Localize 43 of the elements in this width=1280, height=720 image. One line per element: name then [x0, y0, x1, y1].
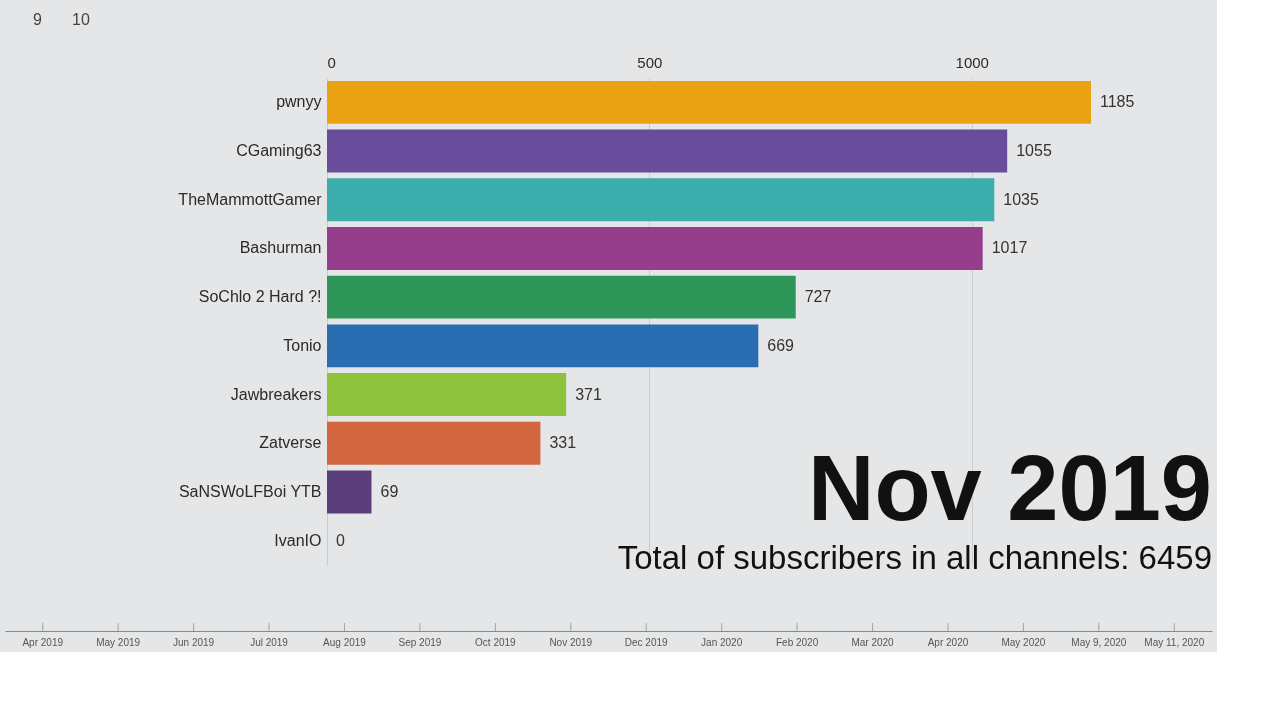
data-label: 1185 [1100, 93, 1135, 111]
y-tick-label: Jawbreakers [230, 385, 322, 403]
y-tick-label: SoChlo 2 Hard ?! [198, 288, 322, 306]
y-tick-label: CGaming63 [236, 142, 322, 160]
data-label: 1017 [991, 239, 1028, 257]
y-tick-label: Zatverse [259, 434, 322, 452]
y-tick-label: SaNSWoLFBoi YTB [178, 482, 322, 500]
text: 9 [33, 11, 42, 28]
text: 10 [72, 11, 90, 28]
y-tick-label: Tonio [283, 336, 322, 354]
category-label: Dec 2019 [624, 636, 669, 648]
category-label: Nov 2019 [549, 636, 593, 648]
y-tick-label: IvanIO [274, 531, 322, 549]
text: Nov 2019 [807, 437, 1212, 539]
category-label: Apr 2019 [22, 636, 64, 648]
data-label: 1035 [1003, 190, 1039, 208]
category-label: Mar 2020 [851, 636, 895, 648]
data-label: 69 [380, 482, 399, 500]
x-tick-label: 1000 [955, 53, 989, 71]
data-label: 371 [575, 385, 602, 403]
category-label: Jun 2019 [173, 636, 215, 648]
y-tick-label: pwnyy [276, 93, 322, 111]
category-label: Apr 2020 [927, 636, 969, 648]
category-label: May 11, 2020 [1144, 636, 1205, 648]
data-label: 669 [767, 336, 795, 354]
category-label: Aug 2019 [323, 636, 367, 648]
x-tick-label: 500 [637, 53, 663, 71]
data-label: 727 [804, 288, 832, 306]
y-tick-label: Bashurman [239, 239, 322, 257]
category-label: Oct 2019 [475, 636, 517, 648]
data-label: 331 [549, 434, 577, 452]
text: Total of subscribers in all channels: 6459 [617, 539, 1212, 576]
category-label: Sep 2019 [398, 636, 442, 648]
category-label: Feb 2020 [775, 636, 819, 648]
category-label: May 2020 [1001, 636, 1046, 648]
category-label: May 2019 [96, 636, 141, 648]
category-label: Jul 2019 [250, 636, 289, 648]
data-label: 0 [336, 531, 345, 549]
data-label: 1055 [1016, 142, 1052, 160]
category-label: Jan 2020 [701, 636, 743, 648]
y-tick-label: TheMammottGamer [178, 190, 323, 208]
category-label: May 9, 2020 [1071, 636, 1127, 648]
x-tick-label: 0 [327, 53, 336, 71]
